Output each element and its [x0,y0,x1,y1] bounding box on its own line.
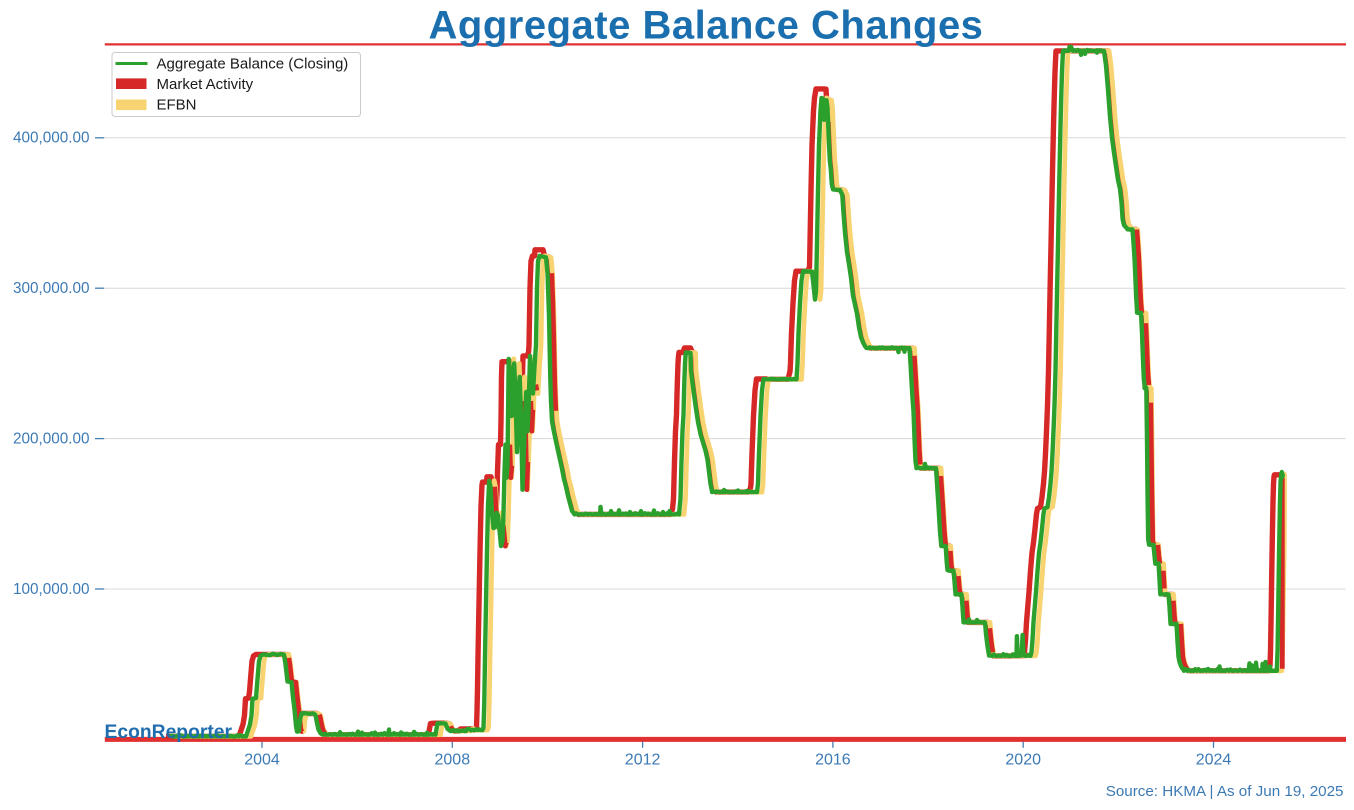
svg-text:400,000.00: 400,000.00 [13,130,90,147]
svg-text:2016: 2016 [815,752,851,769]
svg-text:EFBN: EFBN [157,97,197,114]
svg-text:100,000.00: 100,000.00 [13,581,90,598]
svg-text:Aggregate Balance Changes: Aggregate Balance Changes [429,4,984,48]
svg-text:EconReporter: EconReporter [105,722,233,743]
svg-text:2012: 2012 [625,752,661,769]
svg-text:Source: HKMA | As of Jun 19, 2: Source: HKMA | As of Jun 19, 2025 [1106,783,1344,800]
svg-text:300,000.00: 300,000.00 [13,280,90,297]
svg-text:200,000.00: 200,000.00 [13,430,90,447]
svg-text:Market Activity: Market Activity [157,76,254,93]
svg-text:2024: 2024 [1196,752,1232,769]
svg-text:2008: 2008 [435,752,471,769]
svg-text:2020: 2020 [1005,752,1041,769]
svg-text:Aggregate Balance (Closing): Aggregate Balance (Closing) [157,55,349,72]
svg-text:2004: 2004 [244,752,280,769]
